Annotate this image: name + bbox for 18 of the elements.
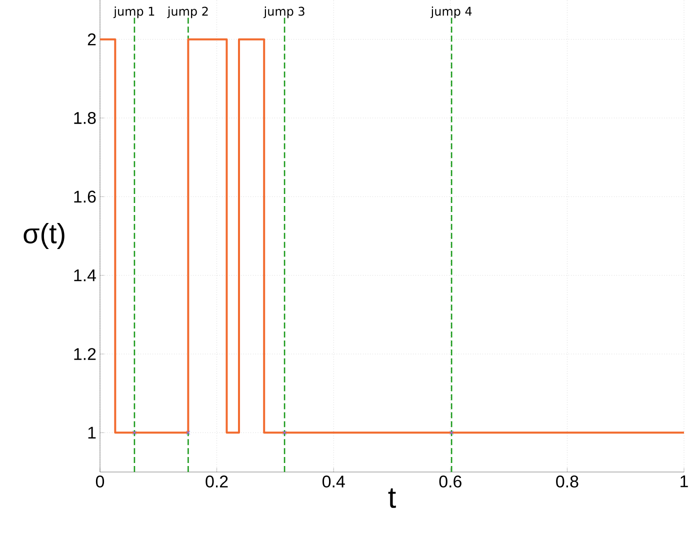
x-tick-label: 0 (96, 476, 104, 488)
x-axis-title: t (388, 488, 396, 508)
x-tick-label: 0.4 (322, 476, 345, 488)
y-axis-title: σ(t) (24, 223, 64, 249)
y-tick-label: 1.4 (74, 270, 96, 282)
x-tick-label: 0.8 (556, 476, 578, 488)
ref-line-label: jump 4 (430, 6, 472, 18)
x-tick-label: 1 (680, 476, 688, 488)
ref-line-label: jump 1 (113, 6, 154, 18)
ref-line-label: jump 2 (167, 6, 208, 18)
y-tick-label: 1.8 (74, 112, 96, 124)
y-tick-label: 1.2 (74, 348, 96, 360)
y-tick-label: 1 (88, 426, 96, 438)
ref-line-label: jump 3 (264, 6, 304, 18)
y-tick-label: 1.6 (74, 190, 96, 203)
y-tick-label: 2 (88, 33, 96, 46)
x-tick-label: 0.6 (439, 476, 462, 488)
x-tick-label: 0.2 (206, 476, 228, 488)
